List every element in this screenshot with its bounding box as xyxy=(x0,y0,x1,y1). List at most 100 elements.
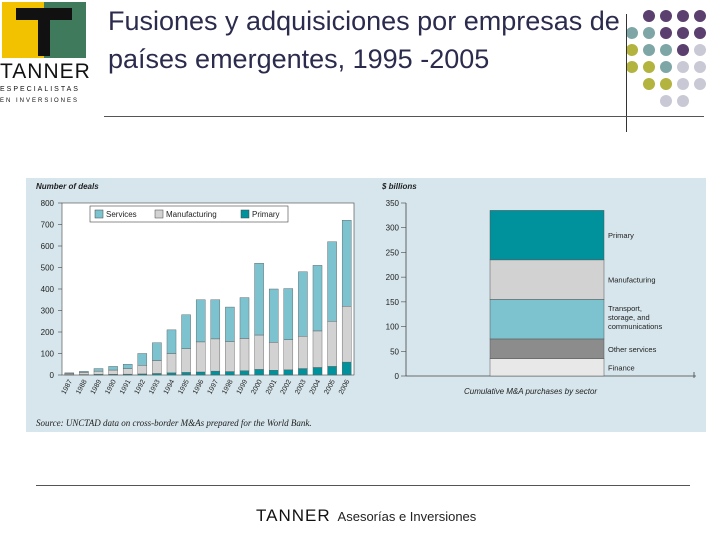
left-ytick-label: 600 xyxy=(41,242,55,251)
legend-label-primary: Primary xyxy=(252,210,280,219)
left-xtick-label: 2005 xyxy=(323,379,337,396)
bar-manufacturing-1988 xyxy=(79,372,89,375)
decorative-dot xyxy=(660,61,672,73)
bar-manufacturing-1990 xyxy=(108,369,118,375)
bar-primary-1993 xyxy=(152,373,162,376)
left-xtick-label: 1992 xyxy=(134,379,148,396)
title-divider-vertical xyxy=(626,14,627,132)
bar-services-2003 xyxy=(298,271,308,337)
decorative-dot xyxy=(677,44,689,56)
decorative-dot xyxy=(643,44,655,56)
left-ytick-label: 0 xyxy=(50,371,55,380)
bar-primary-2000 xyxy=(254,369,264,376)
bar-segment-transport-storage-and-communications xyxy=(489,299,605,340)
left-ylabel: Number of deals xyxy=(36,182,99,191)
bar-manufacturing-1997 xyxy=(210,338,221,372)
bar-manufacturing-2004 xyxy=(312,330,323,368)
left-ytick-label: 300 xyxy=(41,307,55,316)
right-ytick-label: 350 xyxy=(386,199,400,208)
bar-manufacturing-2001 xyxy=(268,342,279,371)
bar-services-1988 xyxy=(79,371,89,373)
right-ytick-label: 200 xyxy=(386,273,400,282)
logo-wordmark: TANNER xyxy=(0,60,91,83)
footer: TANNER Asesorías e Inversiones xyxy=(256,506,476,526)
left-xtick-label: 2000 xyxy=(250,379,264,396)
bar-primary-2006 xyxy=(341,361,352,376)
decorative-dot xyxy=(660,27,672,39)
tanner-logo: TANNER ESPECIALISTAS EN INVERSIONES xyxy=(0,0,92,112)
decorative-dot xyxy=(694,10,706,22)
title-divider-horizontal xyxy=(104,116,704,117)
left-xtick-label: 2001 xyxy=(265,379,279,396)
decorative-dot xyxy=(643,27,655,39)
left-xtick-label: 2006 xyxy=(338,379,352,396)
decorative-dot xyxy=(660,10,672,22)
bar-services-2000 xyxy=(254,262,264,336)
left-ytick-label: 500 xyxy=(41,264,55,273)
left-xtick-label: 2002 xyxy=(280,379,294,396)
bar-services-2005 xyxy=(327,241,337,322)
left-xtick-label: 1993 xyxy=(148,379,162,396)
decorative-dot-grid xyxy=(626,10,706,107)
legend-label-manufacturing: Manufacturing xyxy=(166,210,217,219)
segment-label-finance: Finance xyxy=(608,363,635,372)
logo-emblem xyxy=(2,2,86,58)
decorative-dot xyxy=(626,61,638,73)
left-plot-area xyxy=(61,202,355,376)
left-xtick-label: 1990 xyxy=(104,379,118,396)
decorative-dot xyxy=(643,78,655,90)
segment-label-transport: Transport, storage, and communications xyxy=(608,304,662,331)
legend-box xyxy=(89,205,289,223)
legend-swatch-manufacturing xyxy=(154,209,164,219)
decorative-dot xyxy=(626,27,638,39)
bar-manufacturing-1995 xyxy=(181,348,191,373)
bar-segment-finance xyxy=(489,358,605,377)
bar-primary-1994 xyxy=(166,372,177,376)
left-ytick-label: 400 xyxy=(41,285,55,294)
bar-segment-manufacturing xyxy=(489,259,605,300)
bar-primary-2002 xyxy=(283,369,294,376)
right-ytick-label: 250 xyxy=(386,248,400,257)
left-xtick-label: 1995 xyxy=(177,379,191,396)
right-xlabel: Cumulative M&A purchases by sector xyxy=(464,387,597,396)
right-ytick-label: 0 xyxy=(395,372,400,381)
bar-manufacturing-2006 xyxy=(341,305,352,363)
decorative-dot xyxy=(660,44,672,56)
decorative-dot xyxy=(677,61,689,73)
bar-manufacturing-1998 xyxy=(225,341,235,372)
bar-primary-2004 xyxy=(312,367,323,376)
decorative-dot xyxy=(677,27,689,39)
segment-label-manufacturing: Manufacturing xyxy=(608,276,656,285)
left-xtick-label: 1998 xyxy=(221,379,235,396)
right-ytick-label: 100 xyxy=(386,323,400,332)
decorative-dot xyxy=(677,78,689,90)
bar-services-1989 xyxy=(93,368,104,372)
decorative-dot xyxy=(694,61,706,73)
bar-primary-1996 xyxy=(195,371,206,376)
logo-tagline-1: ESPECIALISTAS xyxy=(0,86,80,93)
bar-manufacturing-2002 xyxy=(283,339,294,371)
left-xtick-label: 1996 xyxy=(192,379,206,396)
segment-label-other-services: Other services xyxy=(608,345,657,354)
decorative-dot xyxy=(694,44,706,56)
decorative-dot xyxy=(677,95,689,107)
bar-services-2002 xyxy=(283,288,294,340)
left-xtick-label: 1989 xyxy=(90,379,104,396)
decorative-dot xyxy=(694,27,706,39)
bar-manufacturing-2003 xyxy=(298,336,308,369)
chart-figure: Number of deals 0 100 200 300 400 500 600 700 800… xyxy=(26,178,706,432)
bar-primary-2005 xyxy=(327,366,337,376)
left-xtick-label: 1994 xyxy=(163,379,177,396)
decorative-dot xyxy=(643,61,655,73)
slide-title: Fusiones y adquisiciones por empresas de… xyxy=(108,6,620,74)
segment-label-primary: Primary xyxy=(608,231,634,240)
left-xtick-label: 1988 xyxy=(75,379,89,396)
bar-services-2001 xyxy=(268,288,279,343)
bar-primary-1995 xyxy=(181,372,191,376)
right-ytick-label: 150 xyxy=(386,298,400,307)
footer-text: Asesorías e Inversiones xyxy=(337,509,477,524)
left-ytick-label: 100 xyxy=(41,350,55,359)
chart-canvas: Number of deals0100200300400500600700800… xyxy=(36,182,696,428)
bar-manufacturing-1999 xyxy=(239,338,250,371)
bar-primary-2003 xyxy=(298,368,308,376)
